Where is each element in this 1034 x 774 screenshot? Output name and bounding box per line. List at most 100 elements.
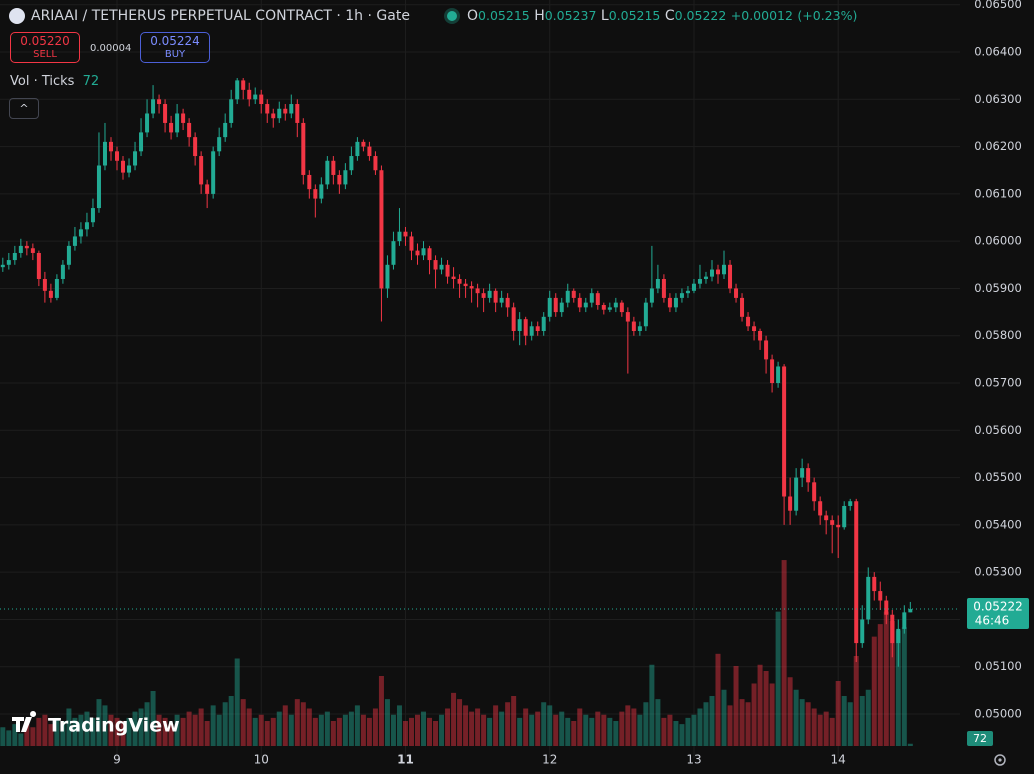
sell-button[interactable]: 0.05220 SELL	[10, 32, 80, 63]
symbol-title[interactable]: ARIAAI / TETHERUS PERPETUAL CONTRACT · 1…	[31, 8, 410, 24]
settings-icon[interactable]	[994, 754, 1006, 766]
volume-bar	[445, 708, 451, 746]
candle-body	[457, 278, 462, 284]
candle-body	[265, 104, 270, 114]
candle-body	[102, 141, 107, 166]
volume-bar	[78, 714, 84, 746]
last-price-box	[967, 598, 1029, 630]
volume-bar	[0, 727, 6, 746]
volume-layer	[0, 560, 913, 746]
volume-bar	[583, 714, 589, 746]
volume-bar	[108, 714, 114, 746]
volume-bar	[781, 560, 787, 746]
volume-bar	[366, 717, 372, 746]
candle-body	[427, 248, 432, 261]
candle-body	[18, 245, 23, 253]
volume-bar	[889, 621, 895, 746]
volume-bar	[390, 714, 396, 746]
volume-bar	[372, 708, 378, 746]
volume-bar	[469, 711, 475, 746]
candle-body	[289, 104, 294, 114]
volume-bar	[6, 730, 12, 746]
ohlc-value: 0.05215	[608, 8, 661, 23]
candle-body	[301, 122, 306, 175]
volume-bar	[384, 699, 390, 746]
volume-bar	[775, 611, 781, 746]
y-tick-label: 0.05800	[974, 328, 1022, 342]
candle-body	[313, 189, 318, 199]
candle-body	[30, 248, 35, 253]
volume-bar	[625, 705, 631, 746]
volume-bar	[186, 711, 192, 746]
volume-bar	[727, 705, 733, 746]
volume-value: 72	[82, 74, 100, 89]
y-tick-label: 0.05400	[974, 517, 1022, 531]
candle-body	[679, 293, 684, 298]
volume-bar	[174, 714, 180, 746]
candle-body	[896, 628, 901, 644]
volume-bar	[144, 702, 150, 746]
candle-body	[157, 99, 162, 105]
candle-body	[842, 505, 847, 528]
volume-bar	[427, 717, 433, 746]
candle-body	[355, 141, 360, 157]
candle-body	[66, 245, 71, 265]
candle-body	[72, 236, 77, 246]
candle-body	[415, 250, 420, 256]
last-price-label: 0.05222	[973, 600, 1023, 614]
volume-value-label: 72	[973, 732, 987, 745]
volume-bar	[84, 711, 90, 746]
candle-body	[890, 614, 895, 644]
change-percent: (+0.23%)	[797, 8, 858, 23]
candle-body	[0, 264, 5, 268]
volume-bar	[210, 705, 216, 746]
volume-bar	[697, 708, 703, 746]
candle-body	[217, 137, 222, 152]
volume-bar	[637, 714, 643, 746]
candle-body	[673, 297, 678, 308]
volume-bar	[643, 702, 649, 746]
buy-button[interactable]: 0.05224 BUY	[140, 32, 210, 63]
volume-bar	[475, 708, 481, 746]
candle-body	[469, 286, 474, 289]
candle-body	[187, 122, 192, 138]
candle-body	[722, 264, 727, 275]
candle-body	[247, 89, 252, 100]
volume-bar	[234, 658, 240, 746]
candle-body	[169, 122, 174, 133]
volume-bar	[42, 714, 48, 746]
candle-body	[229, 99, 234, 123]
volume-bar	[691, 714, 697, 746]
volume-bar	[396, 705, 402, 746]
candle-body	[397, 231, 402, 242]
volume-bar	[799, 699, 805, 746]
volume-bar	[415, 714, 420, 746]
candle-body	[529, 326, 534, 336]
y-tick-label: 0.05700	[974, 376, 1022, 390]
volume-bar	[745, 702, 751, 746]
candle-body	[800, 468, 805, 478]
candle-body	[758, 331, 763, 341]
volume-bar	[487, 717, 493, 746]
settings-button[interactable]	[994, 754, 1006, 766]
volume-bar	[240, 699, 246, 746]
volume-bar	[895, 630, 901, 746]
candle-body	[295, 104, 300, 123]
volume-bar	[829, 717, 835, 746]
volume-bar	[457, 699, 463, 746]
candle-body	[271, 113, 276, 119]
volume-bar	[769, 683, 775, 746]
candle-body	[595, 293, 600, 305]
volume-bar	[565, 717, 571, 746]
y-tick-label: 0.06500	[974, 0, 1022, 11]
candle-body	[54, 278, 59, 298]
y-tick-label: 0.06400	[974, 45, 1022, 59]
watermark-logo	[12, 711, 37, 732]
y-tick-label: 0.06300	[974, 92, 1022, 106]
candle-body	[127, 165, 132, 173]
collapse-button[interactable]: ^	[9, 98, 39, 119]
candle-body	[782, 366, 787, 497]
ohlc-value: 0.05237	[544, 8, 597, 23]
y-tick-label: 0.05600	[974, 423, 1022, 437]
candle-body	[788, 496, 793, 511]
